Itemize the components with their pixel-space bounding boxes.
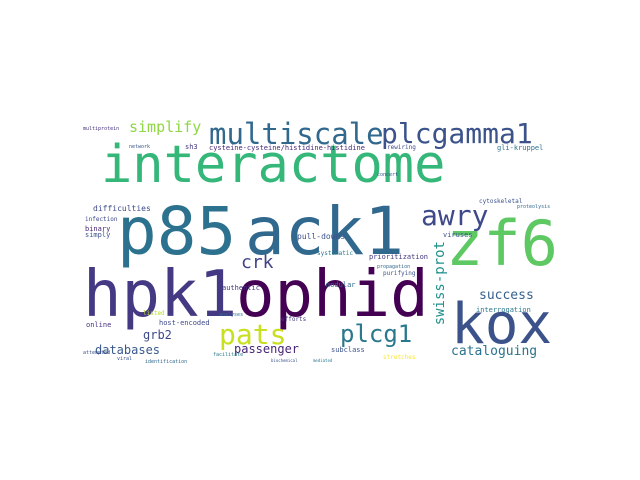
word-grb2: grb2 (143, 328, 172, 342)
word-analyses: analyses (219, 312, 244, 318)
word-difficulties: difficulties (93, 204, 151, 213)
word-cloud: interactome p85 ack1 zf6 hpk1 ophid kox … (81, 117, 562, 367)
word-attempted: attempted (83, 350, 111, 356)
word-mediated: mediated (313, 358, 333, 363)
word-awry: awry (421, 199, 489, 232)
word-prioritization: prioritization (369, 253, 429, 261)
word-online: online (86, 321, 112, 329)
word-stretches: stretches (383, 354, 416, 361)
word-rewiring: rewiring (387, 144, 416, 151)
word-success: success (479, 288, 534, 303)
word-listed: listed (143, 310, 165, 317)
word-pats: pats (219, 318, 287, 351)
word-proteolysis: proteolysis (517, 204, 551, 210)
word-ack1: ack1 (245, 193, 404, 270)
word-plcg1: plcg1 (340, 320, 413, 348)
word-passenger: passenger (234, 342, 300, 356)
word-biochemical: biochemical (271, 358, 298, 363)
word-identification: identification (145, 359, 188, 365)
word-subclass: subclass (331, 346, 365, 354)
word-binary: binary (85, 225, 111, 233)
word-multiprotein: multiprotein (83, 126, 120, 132)
word-swiss-prot: swiss-prot (432, 241, 448, 326)
word-host-encoded: host-encoded (159, 319, 210, 327)
word-gli-kruppel: gli-kruppel (497, 144, 544, 152)
word-concert: concert (377, 172, 399, 178)
word-systematic: systematic (317, 250, 354, 257)
word-propagation: propagation (377, 264, 411, 270)
word-viruses: viruses (443, 231, 473, 239)
word-hpk1: hpk1 (83, 258, 238, 332)
word-simply: simply (85, 231, 111, 239)
word-viral: viral (117, 356, 133, 362)
word-zf6: zf6 (446, 207, 558, 280)
word-cysteine: cysteine-cysteine/histidine-histidine (209, 144, 365, 152)
word-plcgamma1: plcgamma1 (381, 117, 533, 150)
word-efforts: efforts (281, 316, 307, 323)
word-interactome: interactome (101, 135, 446, 195)
word-facilitate: facilitate (213, 352, 244, 358)
word-kox: kox (451, 292, 553, 357)
word-crk: crk (241, 252, 274, 273)
word-ophid: ophid (236, 258, 429, 332)
word-simplify: simplify (129, 118, 202, 136)
word-sh3: sh3 (185, 143, 198, 151)
word-cytoskeletal: cytoskeletal (479, 198, 523, 205)
word-authentic: authentic (222, 284, 260, 292)
word-multiscale: multiscale (209, 117, 384, 151)
word-purifying: purifying (383, 270, 416, 277)
word-interrogation: interrogation (476, 306, 531, 314)
word-databases: databases (95, 343, 161, 357)
word-infection: infection (85, 216, 118, 223)
word-cataloguing: cataloguing (451, 344, 538, 359)
word-network: network (129, 144, 151, 150)
word-p85: p85 (117, 193, 237, 270)
word-modular: modular (326, 281, 356, 289)
word-pull-downs: pull-downs (297, 232, 346, 241)
